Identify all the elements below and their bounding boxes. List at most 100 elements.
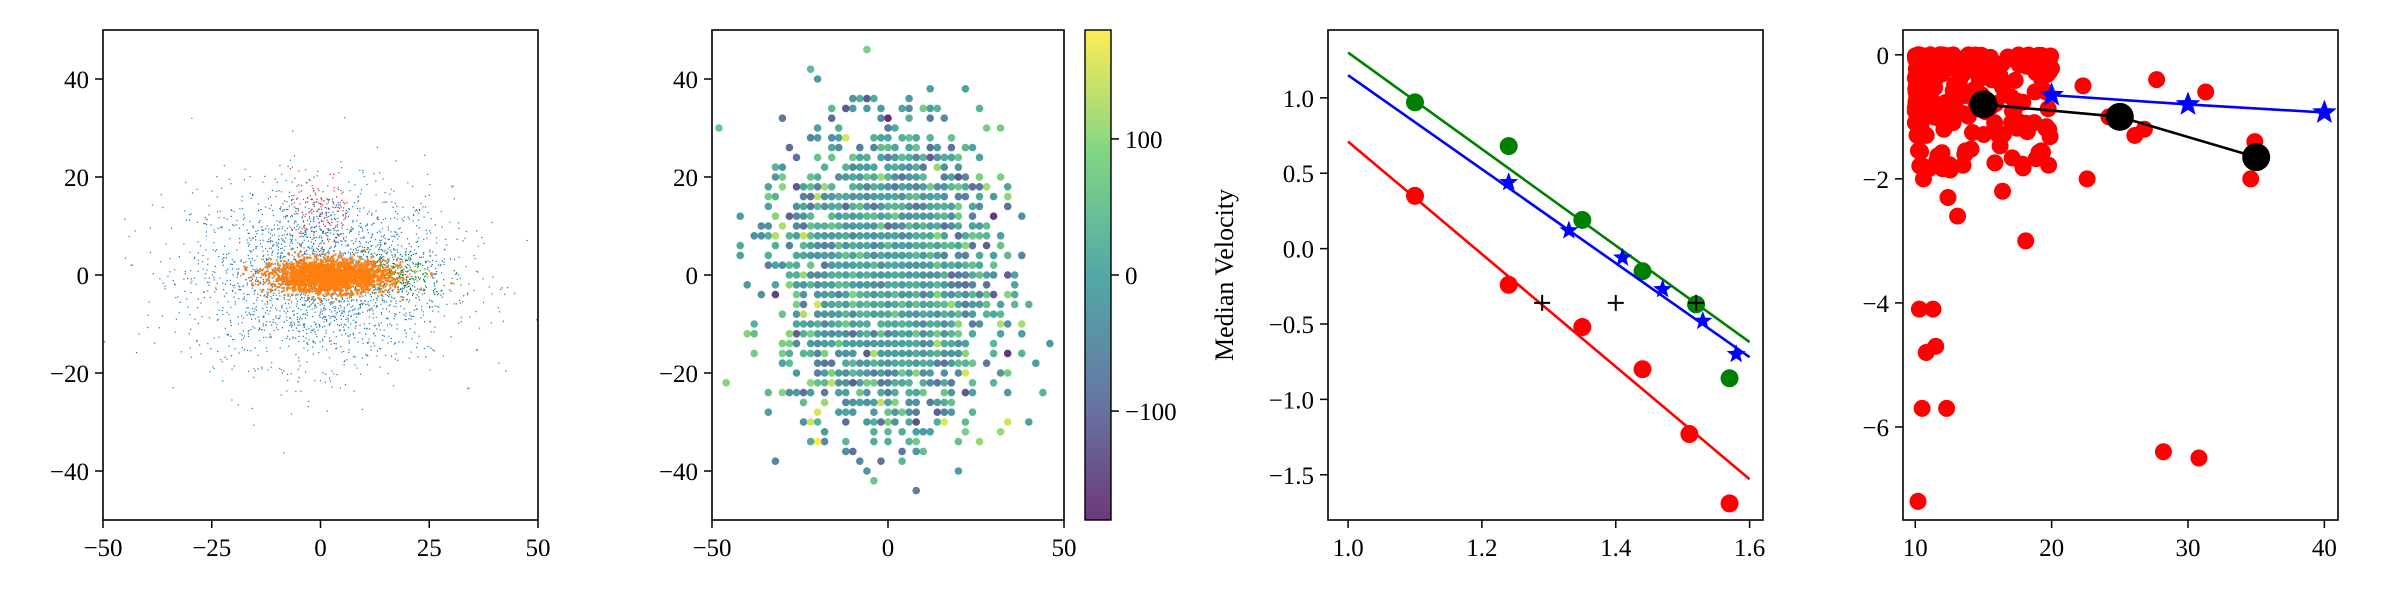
scatter-point-blue [131,264,133,266]
scatter-point-pure_green [391,270,393,272]
scatter-point-blue [322,250,324,252]
scatter-point-blue [301,297,303,299]
scatter-point-blue [250,264,252,266]
scatter-point-blue [385,267,387,269]
scatter-point-blue [308,305,311,307]
scatter-point-blue [327,290,329,292]
scatter-point-orange [288,265,291,268]
scatter-point-blue [395,231,397,233]
scatter-point-blue [273,280,275,283]
scatter-point-blue [341,310,343,312]
scatter-point-orange [284,264,287,267]
scatter-point-blue [323,249,325,251]
scatter-point-blue [230,324,232,326]
scatter-point-orange [317,277,320,280]
scatter-point-orange [351,256,354,259]
scatter-point-blue [465,230,467,233]
scatter-point-blue [343,300,345,302]
scatter-point-blue [450,290,452,292]
scatter-point-blue [407,182,409,184]
scatter-point-blue [267,259,269,261]
scatter-point-blue [338,307,340,310]
scatter-point-orange [353,271,356,275]
scatter-point-pure_green [400,273,402,275]
scatter-point-blue [362,237,364,239]
scatter-point-blue [347,335,349,337]
scatter-point-blue [429,184,431,186]
scatter-point-blue [286,390,288,392]
scatter-point-blue [399,311,401,313]
scatter-point-blue [322,231,324,233]
scatter-point-blue [325,332,327,334]
scatter-point-blue [339,329,341,331]
scatter-point-blue [240,259,242,261]
scatter-point-blue [291,195,293,197]
scatter-point-blue [381,235,383,237]
scatter-point-blue [169,258,171,260]
scatter-point-orange [355,266,358,269]
scatter-point-orange [317,262,320,265]
scatter-point-blue [273,244,275,246]
scatter-point-blue [233,338,235,341]
scatter-point-blue [368,341,370,343]
scatter-point-pure_green [387,295,389,297]
scatter-point-blue [339,387,341,389]
scatter-point-orange [317,270,320,273]
scatter-point-orange [393,271,396,274]
scatter-point-red [277,228,279,230]
scatter-point-blue [246,284,248,286]
scatter-point-blue [433,282,435,284]
scatter-point-blue [390,341,392,343]
scatter-point-blue [297,330,300,332]
scatter-point-blue [216,196,218,198]
scatter-point-blue [313,237,315,239]
scatter-point-orange [361,282,364,285]
scatter-point-blue [281,327,283,329]
scatter-point-orange [316,291,319,294]
scatter-point-red [334,226,336,228]
scatter-point-blue [397,251,399,254]
scatter-point-pure_green [418,299,420,301]
scatter-point-blue [421,306,423,308]
scatter-point-orange [338,292,341,295]
scatter-point-blue [297,381,299,383]
scatter-point-red [317,188,319,190]
scatter-point-blue [164,285,166,287]
scatter-point-pure_green [417,266,419,268]
scatter-point-blue [283,452,285,454]
scatter-point-blue [323,261,325,263]
scatter-point-blue [295,391,297,393]
scatter-point-blue [282,282,284,284]
scatter-point-blue [218,217,220,219]
scatter-point-blue [251,265,254,267]
scatter-point-pure_green [439,265,441,267]
scatter-point-blue [270,204,272,206]
scatter-point-orange [322,273,325,276]
scatter-point-blue [319,243,321,245]
scatter-point-orange [286,280,289,284]
scatter-point-pure_green [384,283,386,285]
scatter-point-red [313,231,316,233]
scatter-point-blue [278,242,280,244]
scatter-point-blue [374,345,376,347]
scatter-point-blue [344,360,346,362]
scatter-point-orange [360,262,363,265]
scatter-point-blue [280,255,282,257]
scatter-point-blue [269,232,272,235]
scatter-point-blue [431,306,433,308]
scatter-point-blue [276,309,278,311]
scatter-point-blue [230,306,232,308]
scatter-point-orange [351,285,354,288]
scatter-point-blue [376,350,379,352]
scatter-point-blue [455,273,457,275]
scatter-point-blue [283,281,286,283]
scatter-point-blue [429,321,431,323]
scatter-point-orange [285,283,288,286]
scatter-point-blue [254,290,256,292]
scatter-point-blue [272,250,274,252]
scatter-point-blue [394,249,396,251]
scatter-point-blue [384,201,386,203]
scatter-point-blue [423,216,425,218]
scatter-point-blue [257,203,260,205]
scatter-point-blue [190,270,192,272]
